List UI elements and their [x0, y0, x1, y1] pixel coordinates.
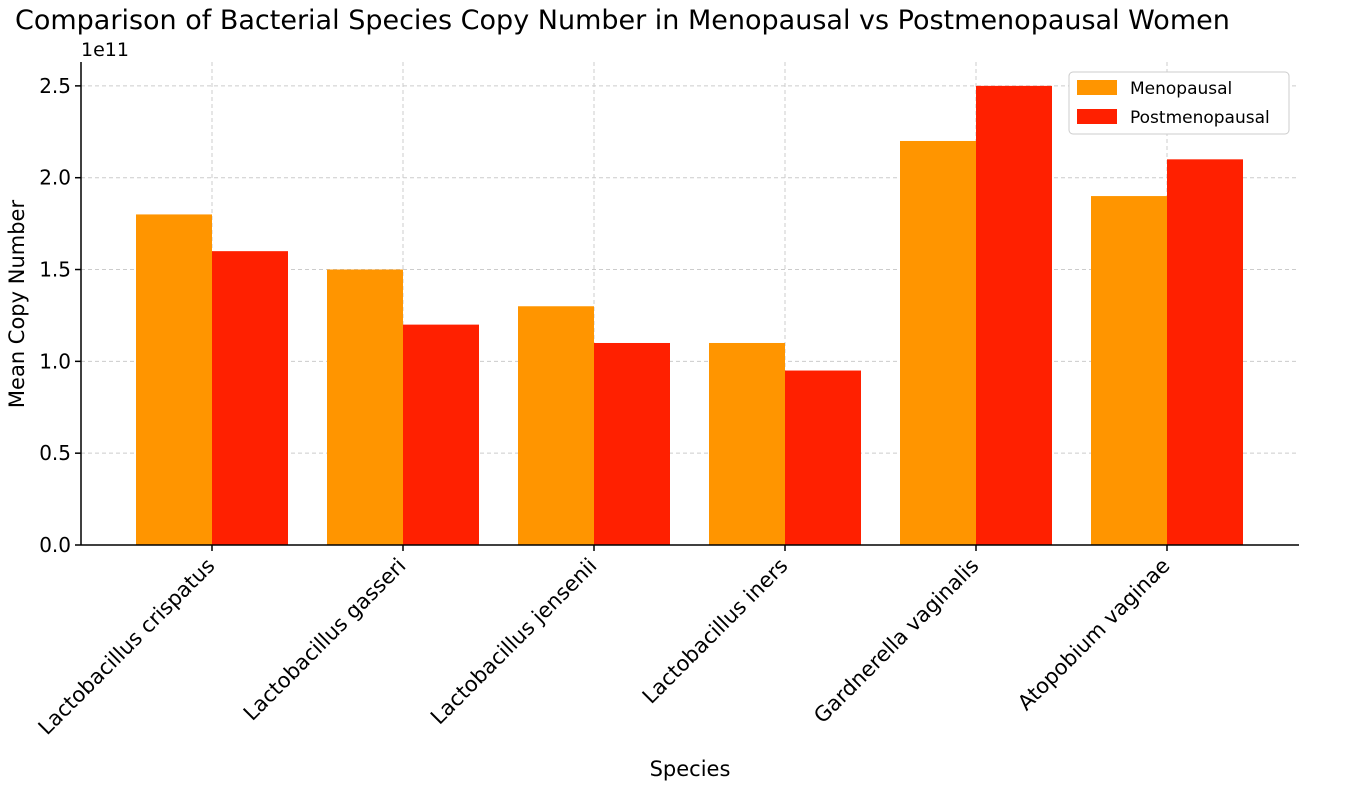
y-tick-label: 0.5 — [39, 441, 71, 465]
x-axis-label: Species — [650, 757, 731, 781]
legend-swatch — [1077, 80, 1117, 95]
chart-title: Comparison of Bacterial Species Copy Num… — [15, 5, 1230, 36]
y-axis-label: Mean Copy Number — [5, 200, 29, 409]
bar-postmenopausal-1 — [403, 324, 479, 545]
x-tick-label: Lactobacillus crispatus — [34, 554, 220, 740]
bar-postmenopausal-3 — [785, 370, 861, 545]
x-tick-label: Lactobacillus jensenii — [426, 554, 602, 730]
legend-label: Menopausal — [1130, 79, 1232, 99]
x-tick-label: Atopobium vaginae — [1013, 554, 1175, 716]
bar-menopausal-0 — [136, 214, 212, 545]
bar-postmenopausal-4 — [976, 85, 1052, 546]
y-tick-label: 0.0 — [39, 533, 71, 557]
y-tick-label: 2.5 — [39, 74, 71, 98]
legend: Menopausal Postmenopausal — [1068, 71, 1290, 135]
y-offset-label: 1e11 — [81, 39, 129, 61]
legend-box — [1068, 71, 1290, 135]
bar-menopausal-2 — [518, 306, 594, 545]
bar-menopausal-1 — [327, 269, 403, 545]
x-tick-label: Gardnerella vaginalis — [809, 554, 983, 728]
y-tick-label: 1.5 — [39, 258, 71, 282]
x-tick-label: Lactobacillus iners — [638, 554, 793, 709]
bar-postmenopausal-2 — [594, 342, 670, 545]
bar-menopausal-5 — [1091, 196, 1167, 545]
legend-swatch — [1077, 109, 1117, 124]
bar-menopausal-3 — [709, 342, 785, 545]
bar-menopausal-4 — [900, 140, 976, 545]
bar-postmenopausal-5 — [1167, 159, 1243, 545]
y-tick-label: 1.0 — [39, 349, 71, 373]
y-tick-label: 2.0 — [39, 166, 71, 190]
x-tick-label: Lactobacillus gasseri — [239, 554, 411, 726]
legend-label: Postmenopausal — [1130, 108, 1270, 128]
bar-postmenopausal-0 — [212, 251, 288, 545]
